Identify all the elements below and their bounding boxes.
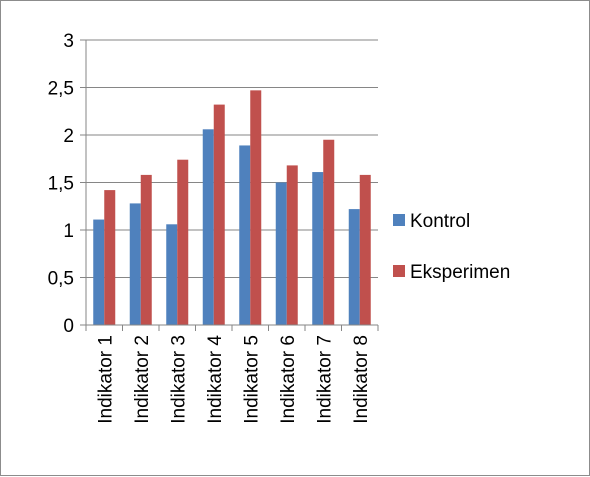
- bar-kontrol-5: [239, 145, 251, 325]
- y-tick-label: 1,5: [48, 174, 74, 195]
- y-tick-labels: 0 0,5 1 1,5 2 2,5 3: [48, 31, 74, 337]
- bar-kontrol-7: [312, 172, 324, 325]
- axes: [80, 39, 379, 331]
- x-tick-label: Indikator 3: [168, 335, 189, 424]
- y-tick-label: 0,5: [48, 269, 74, 290]
- bar-eksperimen-6: [286, 165, 298, 325]
- x-tick-label: Indikator 6: [278, 335, 299, 424]
- bar-kontrol-4: [202, 129, 214, 325]
- bar-eksperimen-7: [323, 139, 335, 325]
- y-tick-label: 3: [63, 31, 74, 52]
- bar-kontrol-8: [348, 209, 360, 325]
- bar-eksperimen-5: [250, 90, 262, 325]
- bar-eksperimen-2: [140, 174, 152, 325]
- x-tick-label: Indikator 5: [241, 335, 262, 424]
- legend-label-eksperimen: Eksperimen: [410, 262, 510, 283]
- x-tick-label: Indikator 8: [351, 335, 372, 424]
- bar-eksperimen-8: [359, 174, 371, 325]
- legend-label-kontrol: Kontrol: [410, 211, 470, 232]
- legend: Kontrol Eksperimen: [393, 211, 510, 283]
- bar-kontrol-2: [129, 203, 141, 325]
- y-tick-label: 2: [63, 126, 74, 147]
- bar-eksperimen-4: [213, 104, 225, 325]
- x-tick-label: Indikator 1: [95, 335, 116, 424]
- y-tick-label: 1: [63, 221, 74, 242]
- bar-kontrol-3: [166, 224, 178, 325]
- legend-swatch-kontrol: [393, 214, 405, 226]
- bar-eksperimen-3: [177, 159, 189, 325]
- y-tick-label: 2,5: [48, 79, 74, 100]
- x-tick-label: Indikator 4: [205, 335, 226, 424]
- y-tick-label: 0: [63, 316, 74, 337]
- bars: [93, 90, 371, 325]
- x-tick-labels: Indikator 1 Indikator 2 Indikator 3 Indikat…: [95, 335, 372, 424]
- x-tick-label: Indikator 2: [132, 335, 153, 424]
- bar-eksperimen-1: [104, 190, 116, 325]
- bar-kontrol-1: [93, 219, 105, 325]
- bar-kontrol-6: [275, 182, 287, 325]
- legend-swatch-eksperimen: [393, 265, 405, 277]
- x-tick-label: Indikator 7: [314, 335, 335, 424]
